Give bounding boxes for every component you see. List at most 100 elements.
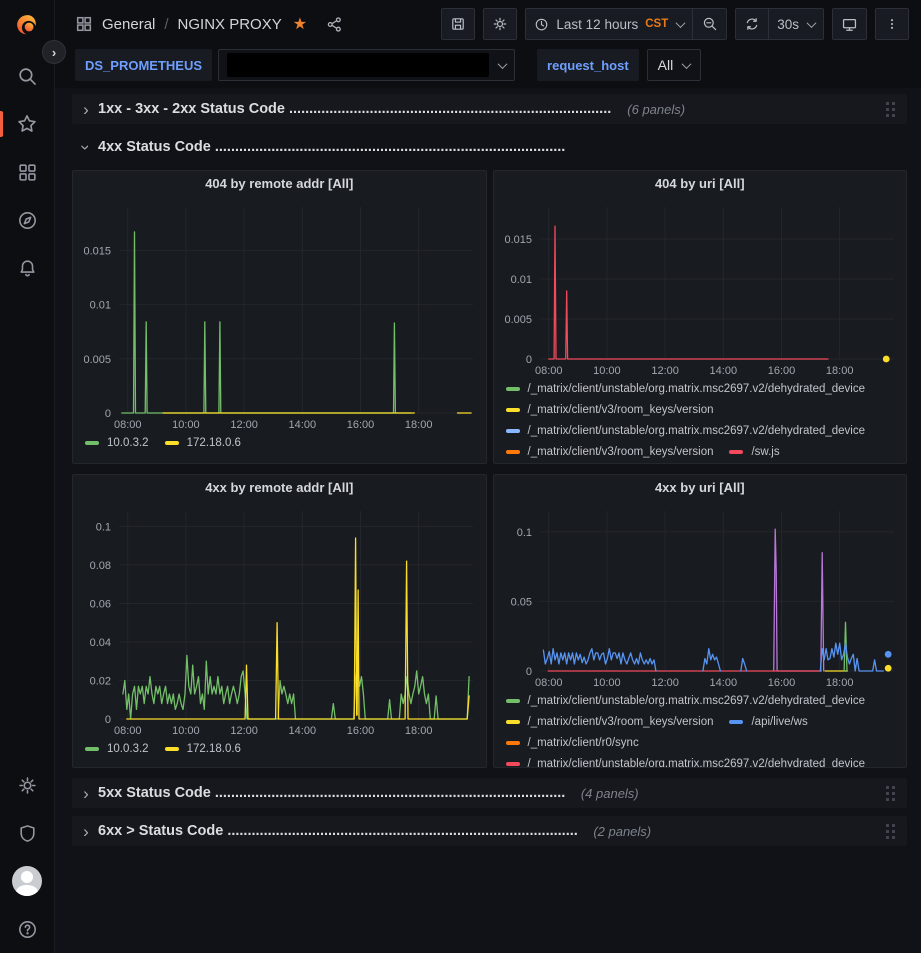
row-header-6xx[interactable]: › 6xx > Status Code ....................… (72, 816, 907, 846)
user-avatar (12, 866, 42, 896)
chevron-down-icon: › (76, 144, 96, 150)
svg-text:10:00: 10:00 (593, 365, 621, 377)
svg-text:12:00: 12:00 (651, 677, 679, 689)
refresh-controls: 30s (735, 8, 824, 40)
legend-item[interactable]: /_matrix/client/r0/sync (505, 735, 639, 750)
sidebar-item-dashboards[interactable] (0, 148, 55, 196)
panel-title[interactable]: 404 by remote addr [All] (205, 176, 354, 191)
kebab-menu-button[interactable] (875, 8, 909, 40)
svg-text:16:00: 16:00 (347, 419, 375, 431)
svg-text:16:00: 16:00 (347, 725, 375, 737)
save-dashboard-button[interactable] (441, 8, 476, 40)
svg-text:16:00: 16:00 (767, 365, 795, 377)
zoom-out-button[interactable] (693, 8, 728, 40)
legend-item[interactable]: 172.18.0.6 (164, 435, 241, 450)
tv-monitor-icon (842, 18, 857, 31)
sidebar-expand-button[interactable]: › (42, 40, 66, 64)
breadcrumb-section[interactable]: General (102, 15, 156, 33)
variable-value-request-host[interactable]: All (646, 49, 702, 81)
variable-label-request-host[interactable]: request_host (537, 49, 639, 81)
row-drag-handle[interactable] (882, 820, 899, 843)
row-drag-handle[interactable] (882, 782, 899, 805)
request-host-value: All (657, 57, 674, 73)
legend-item[interactable]: /_matrix/client/unstable/org.matrix.msc2… (505, 381, 865, 396)
sidebar-item-search[interactable] (0, 52, 55, 100)
breadcrumb-dashboard-title[interactable]: NGINX PROXY (177, 15, 282, 33)
row-header-1xx-3xx-2xx[interactable]: › 1xx - 3xx - 2xx Status Code ..........… (72, 94, 907, 124)
timeseries-chart[interactable]: 08:00 10:00 12:00 14:00 16:00 18:00 0 0.02 0.04 0… (73, 501, 485, 739)
breadcrumb: General / NGINX PROXY ★ (75, 14, 343, 34)
legend-item[interactable]: /_matrix/client/v3/room_keys/version (505, 444, 713, 459)
variable-value-ds-prometheus[interactable] (218, 49, 516, 81)
legend-item[interactable]: /_matrix/client/unstable/org.matrix.msc2… (505, 756, 865, 767)
kebab-menu-icon (890, 19, 894, 29)
legend-item[interactable]: /_matrix/client/unstable/org.matrix.msc2… (505, 693, 865, 708)
legend-item[interactable]: /_matrix/client/v3/room_keys/version (505, 714, 713, 729)
panel-title[interactable]: 404 by uri [All] (654, 176, 745, 191)
sidebar-item-server-admin[interactable] (0, 809, 55, 857)
favorite-star-icon[interactable]: ★ (292, 16, 308, 33)
panel-4xx-by-remote-addr: 4xx by remote addr [All] 08:00 10:00 12:00… (72, 474, 487, 768)
svg-text:0: 0 (105, 408, 111, 420)
grafana-logo[interactable] (0, 0, 55, 52)
row-title-dots: ........................................… (214, 785, 565, 801)
row-drag-handle[interactable] (882, 98, 899, 121)
gear-icon (494, 17, 507, 31)
gear-icon (18, 776, 36, 794)
legend-label: /_matrix/client/v3/room_keys/version (527, 403, 714, 416)
panel-title[interactable]: 4xx by uri [All] (654, 480, 745, 495)
chevron-right-icon: › (51, 44, 57, 60)
legend-item[interactable]: 172.18.0.6 (164, 741, 241, 756)
sidebar-item-help[interactable] (0, 905, 55, 953)
panel-4xx-by-uri: 4xx by uri [All] 08:00 10:00 12:00 14:00 16:… (492, 474, 907, 768)
legend-swatch-icon (505, 761, 520, 766)
legend-item[interactable]: /sw.js (729, 444, 780, 459)
refresh-interval-picker[interactable]: 30s (769, 8, 824, 40)
svg-text:18:00: 18:00 (825, 677, 853, 689)
row-header-5xx[interactable]: › 5xx Status Code ......................… (72, 778, 907, 808)
legend-swatch-icon (729, 719, 744, 724)
svg-text:10:00: 10:00 (172, 419, 200, 431)
legend-label: 172.18.0.6 (186, 436, 241, 449)
time-range-picker[interactable]: Last 12 hours CST (525, 8, 694, 40)
legend-item[interactable]: /_matrix/client/v3/room_keys/version (505, 402, 714, 417)
variable-label-ds-prometheus[interactable]: DS_PROMETHEUS (75, 49, 213, 81)
svg-text:0.08: 0.08 (90, 560, 111, 572)
legend-item[interactable]: 10.0.3.2 (85, 435, 149, 450)
legend-label: /_matrix/client/unstable/org.matrix.msc2… (527, 424, 866, 437)
svg-text:14:00: 14:00 (709, 677, 737, 689)
panel-title[interactable]: 4xx by remote addr [All] (205, 480, 354, 495)
legend-item[interactable]: 10.0.3.2 (85, 741, 149, 756)
sidebar-item-starred[interactable] (0, 100, 55, 148)
refresh-button[interactable] (735, 8, 770, 40)
sidebar-item-configuration[interactable] (0, 761, 55, 809)
legend-item[interactable]: /api/live/ws (729, 714, 808, 729)
svg-text:14:00: 14:00 (709, 365, 737, 377)
svg-text:0.05: 0.05 (510, 596, 531, 608)
legend-swatch-icon (505, 740, 520, 745)
timeseries-chart[interactable]: 08:00 10:00 12:00 14:00 16:00 18:00 0 0.005 0.01… (494, 197, 906, 379)
chevron-down-icon (806, 17, 817, 28)
svg-text:08:00: 08:00 (114, 725, 142, 737)
legend-swatch-icon (505, 386, 520, 391)
legend-swatch-icon (505, 449, 520, 454)
share-button[interactable] (326, 16, 343, 33)
legend-item[interactable]: /_matrix/client/unstable/org.matrix.msc2… (505, 423, 866, 438)
sidebar-item-profile[interactable] (0, 857, 55, 905)
refresh-arrows-icon (746, 18, 758, 30)
timeseries-chart[interactable]: 08:00 10:00 12:00 14:00 16:00 18:00 0 0.05 0.1 (494, 501, 906, 691)
sidebar-item-alerting[interactable] (0, 244, 55, 292)
legend-swatch-icon (505, 698, 520, 703)
panel-legend: 10.0.3.2 172.18.0.6 (73, 739, 486, 767)
tv-mode-button[interactable] (832, 8, 867, 40)
main-area: General / NGINX PROXY ★ (55, 0, 921, 953)
sidebar-item-explore[interactable] (0, 196, 55, 244)
svg-text:0.02: 0.02 (90, 675, 111, 687)
timeseries-chart[interactable]: 08:00 10:00 12:00 14:00 16:00 18:00 0 0.005 0.01… (73, 197, 485, 433)
shield-icon (19, 824, 35, 842)
row-header-4xx[interactable]: › 4xx Status Code ......................… (72, 132, 907, 162)
row-title-dots: ........................................… (227, 823, 578, 839)
dashboard-settings-button[interactable] (483, 8, 518, 40)
legend-label: /api/live/ws (751, 715, 808, 728)
